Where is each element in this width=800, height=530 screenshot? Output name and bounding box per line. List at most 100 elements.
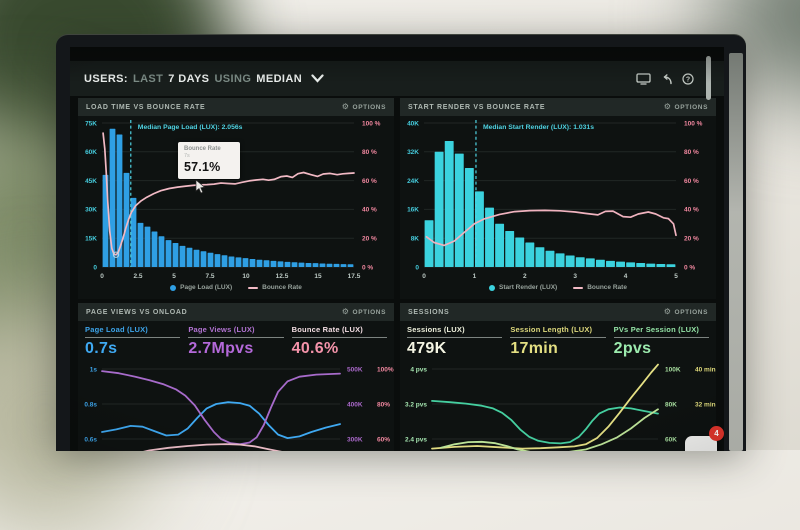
panel-header: LOAD TIME VS BOUNCE RATE ⚙ OPTIONS xyxy=(78,98,394,116)
metric-label: PVs Per Session (LUX) xyxy=(613,325,700,334)
legend-start-render[interactable]: Start Render (LUX) xyxy=(489,284,557,291)
svg-text:20 %: 20 % xyxy=(684,236,699,243)
notification-badge: 4 xyxy=(709,426,724,441)
metric-page-load: Page Load (LUX) 0.7s xyxy=(85,321,181,361)
svg-text:80K: 80K xyxy=(665,401,677,408)
svg-text:1: 1 xyxy=(473,273,477,280)
svg-text:60K: 60K xyxy=(665,436,677,443)
help-icon[interactable]: ? xyxy=(682,72,694,85)
options-label: OPTIONS xyxy=(352,308,386,316)
legend-label: Bounce Rate xyxy=(587,284,627,291)
options-button[interactable]: ⚙ OPTIONS xyxy=(342,308,386,316)
metric-value: 2.7Mpvs xyxy=(188,340,254,357)
svg-text:12.5: 12.5 xyxy=(276,273,289,280)
laptop: USERS: LAST 7 DAYS USING MEDIAN xyxy=(56,34,746,451)
metric-pvs-per-session: PVs Per Session (LUX) 2pvs xyxy=(613,321,709,361)
panel-page-views-vs-onload: PAGE VIEWS VS ONLOAD ⚙ OPTIONS Page Load… xyxy=(78,303,394,451)
metric-page-views: Page Views (LUX) 2.7Mpvs xyxy=(188,321,284,361)
metric-session-length: Session Length (LUX) 17min xyxy=(510,321,606,361)
svg-text:0.8s: 0.8s xyxy=(84,401,97,408)
svg-text:0 %: 0 % xyxy=(684,264,695,271)
svg-text:60 %: 60 % xyxy=(684,178,699,185)
legend-page-load[interactable]: Page Load (LUX) xyxy=(170,284,232,291)
svg-text:0.6s: 0.6s xyxy=(84,436,97,443)
options-label: OPTIONS xyxy=(674,308,708,316)
svg-text:10: 10 xyxy=(242,273,250,280)
sessions-line-chart[interactable]: 4 pvs 3.2 pvs 2.4 pvs 100K 40 min 80K 32 min 60… xyxy=(400,361,716,451)
svg-text:32 min: 32 min xyxy=(695,401,716,408)
legend-label: Start Render (LUX) xyxy=(499,284,558,291)
metric-label: Page Load (LUX) xyxy=(85,325,149,334)
panel-title: LOAD TIME VS BOUNCE RATE xyxy=(86,103,206,111)
panel-header: SESSIONS ⚙ OPTIONS xyxy=(400,303,716,321)
svg-text:80 %: 80 % xyxy=(684,149,699,156)
metric-underline xyxy=(85,337,181,338)
metric-label: Page Views (LUX) xyxy=(188,325,255,334)
legend-dot-icon xyxy=(170,284,177,291)
svg-text:60%: 60% xyxy=(377,436,390,443)
svg-text:40 min: 40 min xyxy=(695,366,716,373)
svg-text:40 %: 40 % xyxy=(362,207,377,214)
svg-text:16K: 16K xyxy=(407,207,419,214)
options-button[interactable]: ⚙ OPTIONS xyxy=(664,308,708,316)
gear-icon: ⚙ xyxy=(341,102,350,111)
svg-text:32K: 32K xyxy=(407,149,419,156)
svg-text:400K: 400K xyxy=(347,401,363,408)
legend-bounce-rate[interactable]: Bounce Rate xyxy=(248,284,302,291)
metric-underline xyxy=(613,337,709,338)
mouse-cursor-icon xyxy=(195,180,206,194)
chart-legend: Page Load (LUX) Bounce Rate xyxy=(78,284,394,291)
metric-sessions: Sessions (LUX) 479K xyxy=(407,321,503,361)
display-icon[interactable] xyxy=(636,72,651,85)
svg-text:2.4 pvs: 2.4 pvs xyxy=(405,436,427,443)
metric-label: Session Length (LUX) xyxy=(510,325,593,334)
options-button[interactable]: ⚙ OPTIONS xyxy=(664,103,708,111)
svg-text:3.2 pvs: 3.2 pvs xyxy=(405,401,427,408)
dashboard-screen: USERS: LAST 7 DAYS USING MEDIAN xyxy=(70,47,724,451)
metric-value: 0.7s xyxy=(85,340,118,357)
svg-text:5: 5 xyxy=(674,273,678,280)
metric-underline xyxy=(188,337,284,338)
svg-text:Median Start Render (LUX): 1.0: Median Start Render (LUX): 1.031s xyxy=(483,124,594,131)
chart-tooltip: Bounce Rate 7s 57.1% xyxy=(178,142,240,179)
svg-text:3: 3 xyxy=(573,273,577,280)
share-icon[interactable] xyxy=(660,73,673,85)
legend-bounce-rate[interactable]: Bounce Rate xyxy=(573,284,627,291)
users-range-dropdown[interactable]: USERS: LAST 7 DAYS USING MEDIAN xyxy=(84,73,324,85)
gear-icon: ⚙ xyxy=(341,307,350,316)
svg-text:15K: 15K xyxy=(85,236,97,243)
svg-text:2: 2 xyxy=(523,273,527,280)
title-users: USERS: xyxy=(84,72,128,85)
page-views-line-chart[interactable]: 1s 0.8s 0.6s 500K 100% 400K 80% 300K 60% xyxy=(78,361,394,451)
start-render-histogram-chart[interactable]: 40K 32K 24K 16K 8K 0 100 % 80 % 60 % 40 % 20 % 0 % M… xyxy=(400,117,716,283)
chart-legend: Start Render (LUX) Bounce Rate xyxy=(400,284,716,291)
scrollbar-thumb[interactable] xyxy=(706,56,711,100)
metric-row: Sessions (LUX) 479K Session Length (LUX)… xyxy=(400,321,716,361)
title-using: USING xyxy=(214,72,252,85)
svg-text:60K: 60K xyxy=(85,149,97,156)
panel-title: START RENDER VS BOUNCE RATE xyxy=(408,103,546,111)
panel-sessions: SESSIONS ⚙ OPTIONS Sessions (LUX) 479K S… xyxy=(400,303,716,451)
laptop-bezel-highlight xyxy=(729,53,743,451)
options-label: OPTIONS xyxy=(674,103,708,111)
svg-text:40K: 40K xyxy=(407,120,419,127)
options-label: OPTIONS xyxy=(352,103,386,111)
svg-text:60 %: 60 % xyxy=(362,178,377,185)
metric-underline xyxy=(510,337,606,338)
svg-text:?: ? xyxy=(686,76,690,83)
floating-action-button[interactable]: 4 xyxy=(685,426,724,451)
svg-text:15: 15 xyxy=(314,273,322,280)
svg-text:100 %: 100 % xyxy=(362,120,381,127)
svg-text:2.5: 2.5 xyxy=(133,273,142,280)
svg-text:45K: 45K xyxy=(85,178,97,185)
header-toolbar: ? xyxy=(636,72,694,85)
options-button[interactable]: ⚙ OPTIONS xyxy=(342,103,386,111)
svg-text:0 %: 0 % xyxy=(362,264,373,271)
panel-start-render-vs-bounce-rate: START RENDER VS BOUNCE RATE ⚙ OPTIONS 40… xyxy=(400,98,716,299)
svg-text:1s: 1s xyxy=(90,366,98,373)
svg-text:24K: 24K xyxy=(407,178,419,185)
load-time-histogram-chart[interactable]: 75K 60K 45K 30K 15K 0 100 % 80 % 60 % 40 % 20 % 0 %… xyxy=(78,117,394,283)
legend-line-icon xyxy=(573,286,584,289)
chevron-down-icon[interactable] xyxy=(311,74,324,83)
svg-text:80%: 80% xyxy=(377,401,390,408)
